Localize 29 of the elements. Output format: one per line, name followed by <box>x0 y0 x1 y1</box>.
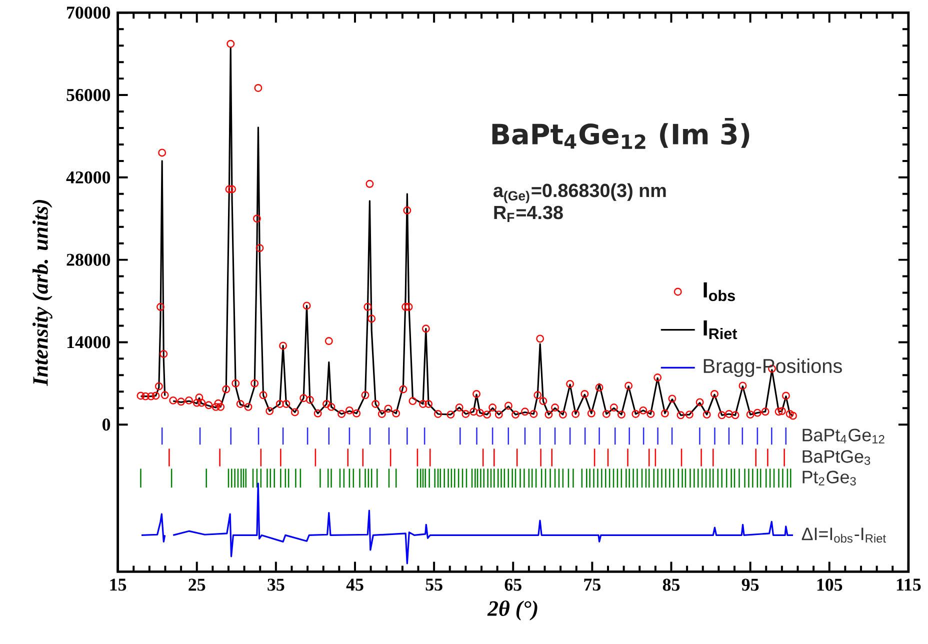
series-label: Pt$_{2}$Ge$_{3}$ <box>802 470 856 486</box>
text: BaPt$_{4}$Ge$_{12}$ (Im 3̄) <box>492 118 750 150</box>
annotation: a$_{(Ge)}$=0.86830(3) nm <box>494 184 666 204</box>
x-tick-label: 105 <box>817 578 842 592</box>
y-tick-label: 70000 <box>67 6 110 19</box>
legend-label: I$_{Riet}$ <box>704 320 738 340</box>
y-tick-label: 14000 <box>67 336 110 348</box>
y-tick-label: 56000 <box>66 89 110 102</box>
x-tick-label: 55 <box>426 578 442 591</box>
y-tick-label: 0 <box>102 418 110 431</box>
x-axis-title: 2θ (°) <box>487 600 538 621</box>
annotation: R$_{F}$=4.38 <box>494 206 563 222</box>
x-tick-label: 75 <box>584 578 600 591</box>
x-tick-label: 35 <box>268 578 284 591</box>
x-tick-label: 45 <box>346 578 364 591</box>
x-tick-label: 65 <box>504 578 522 591</box>
series-label: ΔI=I$_{obs}$-I$_{Riet}$ <box>802 528 886 543</box>
y-tick-label: 28000 <box>66 254 110 266</box>
x-tick-label: 15 <box>110 578 126 591</box>
x-tick-label: 115 <box>896 578 921 591</box>
legend-label: I$_{obs}$ <box>704 282 735 302</box>
x-tick-label: 25 <box>188 578 206 591</box>
x-tick-label: 85 <box>662 578 680 592</box>
series-label: BaPt$_{4}$Ge$_{12}$ <box>802 428 884 444</box>
y-tick-label: 42000 <box>66 172 110 184</box>
series-label: BaPtGe$_{3}$ <box>802 450 870 466</box>
x-tick-label: 95 <box>742 578 759 591</box>
annotation: Bragg-Positions <box>704 358 842 378</box>
y-axis-title: Intensity (arb. units) <box>32 200 52 386</box>
